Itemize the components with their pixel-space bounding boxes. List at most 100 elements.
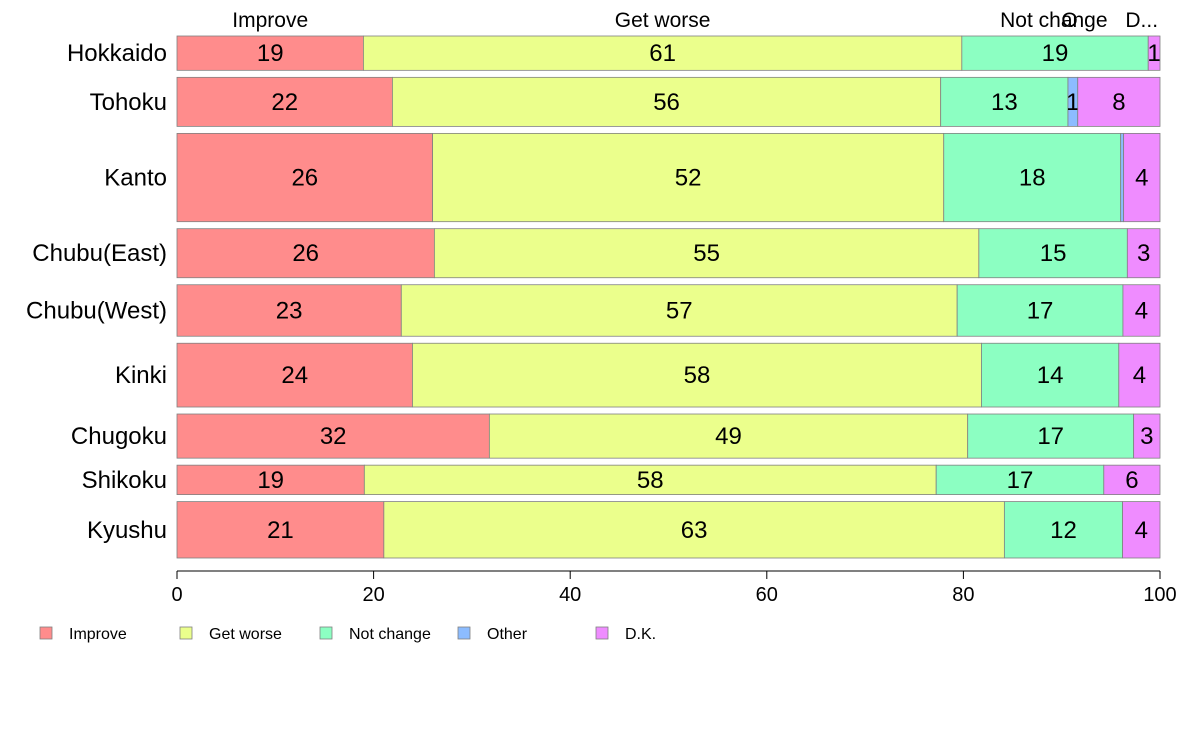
bar-segment bbox=[1123, 132, 1161, 223]
data-label: 3 bbox=[1140, 423, 1153, 450]
bar-segment bbox=[940, 76, 1069, 127]
bar-segment bbox=[1126, 228, 1161, 279]
legend-label-d-k-: D.K. bbox=[625, 626, 656, 643]
data-label: 24 bbox=[281, 362, 308, 389]
bar-segment bbox=[1122, 284, 1161, 337]
data-label: 1 bbox=[1147, 40, 1160, 67]
top-label-improve: Improve bbox=[232, 9, 308, 32]
legend-swatch-get-worse bbox=[179, 626, 193, 640]
data-label: 21 bbox=[267, 517, 294, 544]
bar-segment bbox=[400, 284, 958, 337]
bar-segment bbox=[412, 342, 982, 408]
legend-swatch-not-change bbox=[319, 626, 333, 640]
legend-label-get-worse: Get worse bbox=[209, 626, 282, 643]
data-label: 3 bbox=[1137, 240, 1150, 267]
data-label: 12 bbox=[1050, 517, 1077, 544]
data-label: 4 bbox=[1135, 517, 1148, 544]
data-label: 13 bbox=[991, 89, 1018, 116]
top-label-get-worse: Get worse bbox=[615, 9, 711, 32]
data-label: 23 bbox=[276, 297, 303, 324]
row-label-chubu-west-: Chubu(West) bbox=[26, 297, 167, 324]
row-label-hokkaido: Hokkaido bbox=[67, 40, 167, 67]
data-label: 17 bbox=[1027, 297, 1054, 324]
row-label-chugoku: Chugoku bbox=[71, 423, 167, 450]
row-label-kanto: Kanto bbox=[104, 165, 167, 192]
data-label: 49 bbox=[715, 423, 742, 450]
row-label-chubu-east-: Chubu(East) bbox=[32, 240, 167, 267]
data-label: 56 bbox=[653, 89, 680, 116]
bar-segment bbox=[1003, 501, 1123, 559]
row-label-tohoku: Tohoku bbox=[90, 89, 167, 116]
legend-swatch-other bbox=[457, 626, 471, 640]
bar-segment bbox=[1077, 76, 1161, 127]
bar-segment bbox=[176, 464, 365, 495]
data-label: 22 bbox=[271, 89, 298, 116]
data-label: 19 bbox=[257, 467, 284, 494]
data-label: 6 bbox=[1125, 467, 1138, 494]
x-tick-label: 20 bbox=[362, 584, 384, 606]
legend-label-other: Other bbox=[487, 626, 528, 643]
bar-segment bbox=[488, 413, 969, 459]
bar-segment bbox=[1118, 342, 1161, 408]
bar-segment bbox=[363, 464, 937, 495]
legend-swatch-d-k- bbox=[595, 626, 609, 640]
data-label: 17 bbox=[1037, 423, 1064, 450]
data-label: 14 bbox=[1037, 362, 1064, 389]
data-label: 4 bbox=[1135, 165, 1148, 192]
bar-segment bbox=[391, 76, 942, 127]
row-label-kinki: Kinki bbox=[115, 362, 167, 389]
bar-segment bbox=[956, 284, 1124, 337]
data-label: 4 bbox=[1135, 297, 1148, 324]
x-tick-label: 60 bbox=[756, 584, 778, 606]
x-tick-label: 80 bbox=[952, 584, 974, 606]
data-label: 15 bbox=[1040, 240, 1067, 267]
data-label: 57 bbox=[666, 297, 693, 324]
data-label: 26 bbox=[291, 165, 318, 192]
top-label-other: O bbox=[1061, 9, 1077, 32]
bar-segment bbox=[362, 35, 963, 71]
data-label: 32 bbox=[320, 423, 347, 450]
bar-segment bbox=[1122, 501, 1161, 559]
bar-segment bbox=[176, 284, 402, 337]
data-label: 58 bbox=[637, 467, 664, 494]
top-label-not-change: Not change bbox=[1000, 9, 1107, 32]
data-label: 55 bbox=[693, 240, 720, 267]
data-label: 52 bbox=[675, 165, 702, 192]
data-label: 19 bbox=[257, 40, 284, 67]
bar-segment bbox=[978, 228, 1128, 279]
x-tick-label: 0 bbox=[171, 584, 182, 606]
bar-segment bbox=[935, 464, 1105, 495]
x-tick-label: 100 bbox=[1143, 584, 1176, 606]
bar-segment bbox=[943, 132, 1122, 223]
legend-label-not-change: Not change bbox=[349, 626, 431, 643]
data-label: 61 bbox=[649, 40, 676, 67]
bar-segment bbox=[176, 342, 413, 408]
x-tick-label: 40 bbox=[559, 584, 581, 606]
data-label: 58 bbox=[684, 362, 711, 389]
bar-segment bbox=[981, 342, 1120, 408]
legend-label-improve: Improve bbox=[69, 626, 127, 643]
data-label: 1 bbox=[1066, 89, 1079, 116]
data-label: 26 bbox=[292, 240, 319, 267]
bar-segment bbox=[1147, 35, 1161, 71]
bar-segment bbox=[961, 35, 1149, 71]
bar-segment bbox=[176, 76, 393, 127]
top-label-d-k-: D... bbox=[1125, 9, 1158, 32]
row-label-kyushu: Kyushu bbox=[87, 517, 167, 544]
data-label: 17 bbox=[1007, 467, 1034, 494]
bar-segment bbox=[176, 35, 364, 71]
data-label: 19 bbox=[1042, 40, 1069, 67]
bar-segment bbox=[1103, 464, 1161, 495]
data-label: 63 bbox=[681, 517, 708, 544]
row-label-shikoku: Shikoku bbox=[82, 467, 167, 494]
data-label: 18 bbox=[1019, 165, 1046, 192]
bar-segment bbox=[176, 501, 385, 559]
bar-segment bbox=[967, 413, 1135, 459]
legend-swatch-improve bbox=[39, 626, 53, 640]
bar-segment bbox=[176, 413, 490, 459]
bar-segment bbox=[432, 132, 945, 223]
data-label: 8 bbox=[1112, 89, 1125, 116]
bar-segment bbox=[1120, 132, 1125, 223]
bar-segment bbox=[433, 228, 980, 279]
